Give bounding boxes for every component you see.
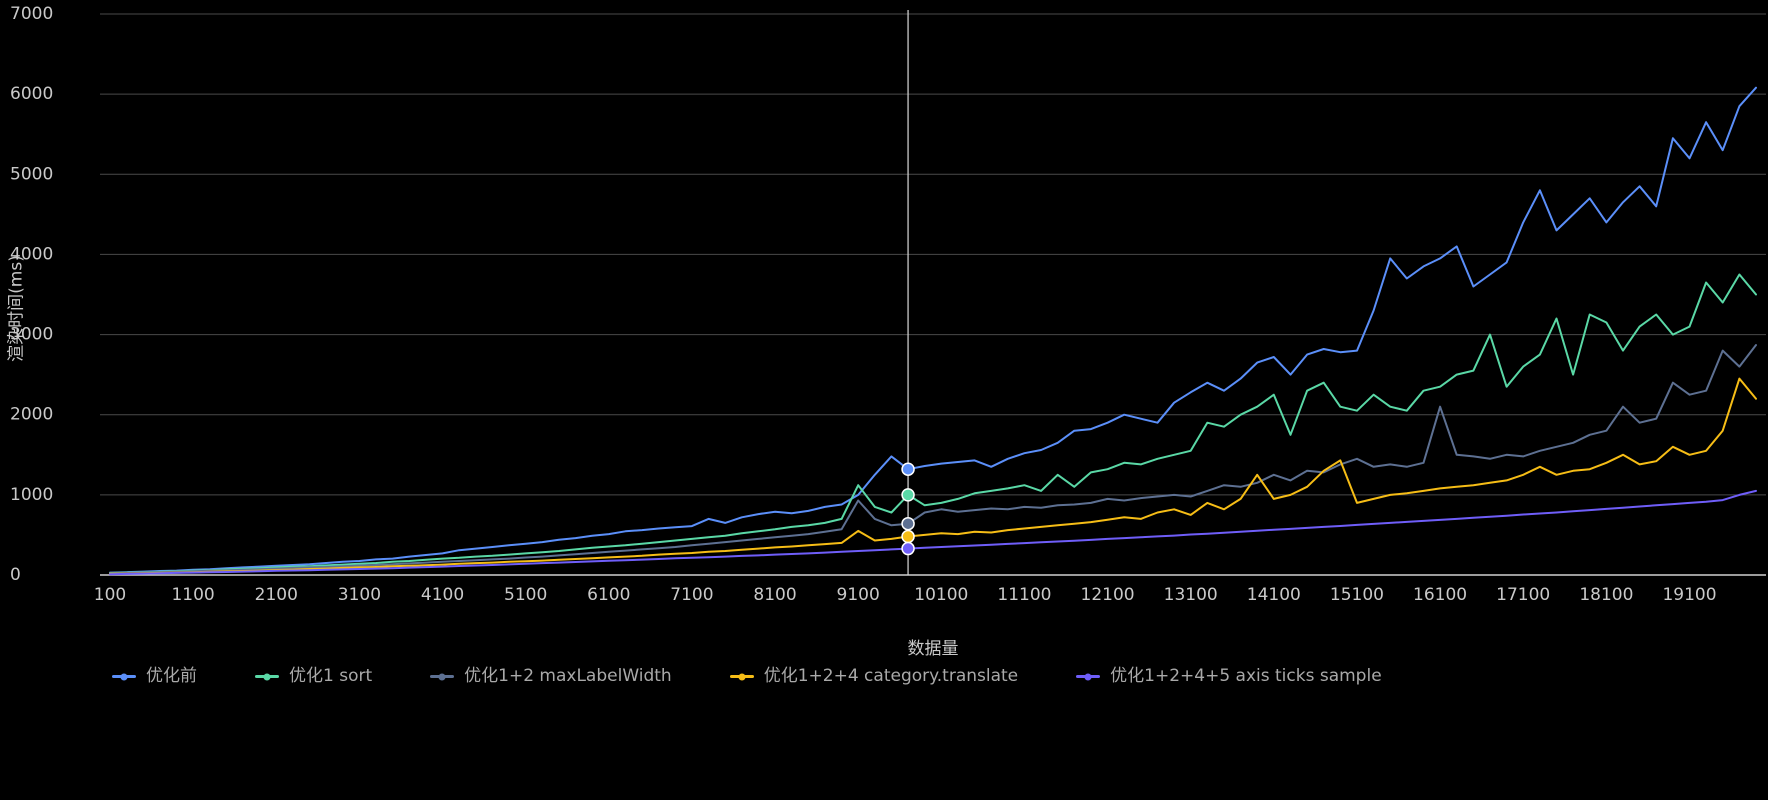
legend-item-4[interactable]: 优化1+2+4 category.translate — [729, 666, 1019, 686]
y-tick-label: 0 — [10, 565, 21, 585]
legend-line-marker — [430, 675, 455, 678]
legend-item-1[interactable]: 优化前 — [112, 668, 197, 685]
legend-line-marker — [1076, 675, 1101, 678]
tooltip-marker-5 — [901, 541, 915, 556]
legend-line-marker — [255, 675, 279, 678]
legend-label: 优化1 sort — [289, 666, 373, 686]
x-tick-label: 6100 — [587, 585, 630, 605]
tooltip-marker-1 — [901, 462, 915, 476]
x-tick-label: 10100 — [914, 585, 968, 605]
tooltip-marker-2 — [901, 488, 915, 502]
x-axis-title: 数据量 — [907, 639, 959, 659]
x-tick-label: 12100 — [1081, 585, 1135, 605]
x-tick-label: 13100 — [1164, 585, 1218, 605]
y-tick-label: 1000 — [10, 485, 53, 505]
tooltip-marker-3 — [901, 516, 915, 531]
legend-line-marker — [729, 675, 754, 678]
x-tick-label: 19100 — [1662, 585, 1716, 605]
x-tick-label: 16100 — [1413, 585, 1467, 605]
y-tick-label: 7000 — [10, 4, 53, 24]
legend-label: 优化1+2 maxLabelWidth — [464, 666, 672, 686]
y-axis-title: 渲染时间(ms) — [6, 255, 27, 362]
x-tick-label: 2100 — [255, 585, 298, 605]
legend: 优化前 优化1 sort 优化1+2 maxLabelWidth 优化1+2+4 ca… — [112, 668, 1382, 685]
x-tick-label: 5100 — [504, 585, 547, 605]
y-tick-label: 6000 — [10, 84, 53, 104]
y-tick-label: 3000 — [10, 325, 53, 345]
x-tick-label: 8100 — [753, 585, 796, 605]
x-tick-label: 9100 — [837, 585, 880, 605]
legend-item-5[interactable]: 优化1+2+4+5 axis ticks sample — [1076, 668, 1382, 685]
y-tick-label: 4000 — [10, 244, 53, 264]
series-line-5 — [109, 489, 1757, 576]
legend-line-marker — [112, 675, 136, 678]
y-tick-label: 5000 — [10, 164, 53, 184]
tooltip-marker-4 — [901, 529, 915, 544]
x-tick-label: 14100 — [1247, 585, 1301, 605]
legend-label: 优化前 — [146, 666, 197, 686]
legend-item-2[interactable]: 优化1 sort — [255, 668, 372, 685]
legend-label: 优化1+2+4 category.translate — [763, 666, 1019, 686]
x-tick-label: 15100 — [1330, 585, 1384, 605]
series-line-4 — [109, 377, 1757, 575]
x-tick-label: 1100 — [171, 585, 214, 605]
x-tick-label: 3100 — [338, 585, 381, 605]
x-tick-label: 100 — [94, 585, 126, 605]
x-tick-label: 11100 — [997, 585, 1051, 605]
x-tick-label: 17100 — [1496, 585, 1550, 605]
legend-label: 优化1+2+4+5 axis ticks sample — [1110, 666, 1382, 686]
x-tick-label: 18100 — [1579, 585, 1633, 605]
x-tick-label: 4100 — [421, 585, 464, 605]
series-line-1 — [109, 86, 1757, 574]
series-line-3 — [109, 344, 1757, 575]
y-tick-label: 2000 — [10, 405, 53, 425]
x-tick-label: 7100 — [670, 585, 713, 605]
series-line-2 — [109, 273, 1757, 574]
legend-item-3[interactable]: 优化1+2 maxLabelWidth — [430, 668, 672, 685]
